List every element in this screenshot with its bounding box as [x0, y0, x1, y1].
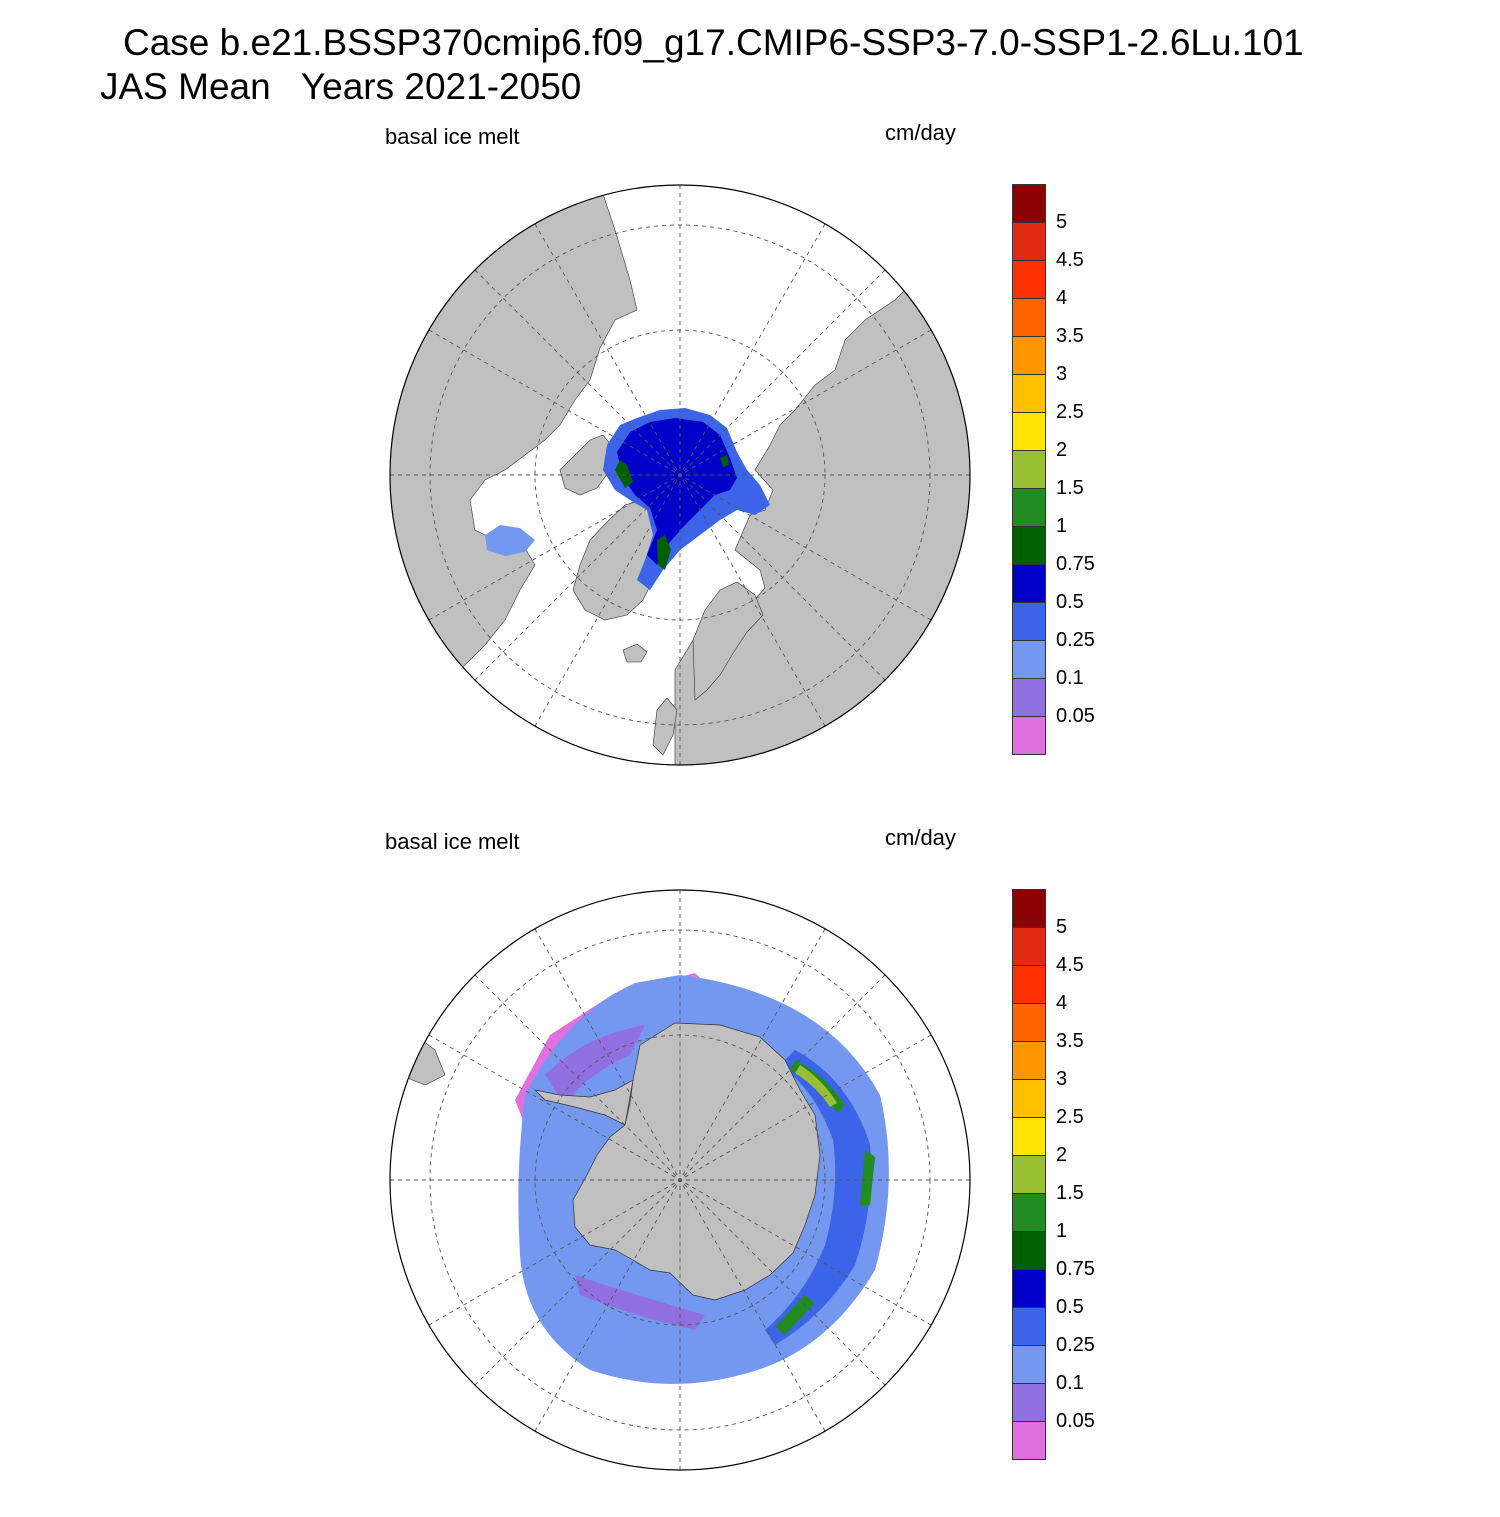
land-antarctic-peninsula	[533, 1079, 634, 1126]
colorbar-tick-label: 4.5	[1056, 954, 1084, 976]
map-border	[389, 184, 971, 766]
colorbar-tick-label: 1	[1056, 515, 1068, 537]
colorbar-swatch	[1012, 602, 1046, 641]
melt-field-hudson-bay	[485, 525, 535, 556]
colorbar-tick-label: 4	[1056, 287, 1068, 309]
colorbar-swatch	[1012, 965, 1046, 1004]
colorbar-tick-label: 0.25	[1056, 629, 1095, 651]
variable-label: basal ice melt	[385, 829, 520, 854]
south-polar-map	[389, 889, 971, 1471]
colorbar-tick-label: 0.5	[1056, 591, 1084, 613]
colorbar-swatch	[1012, 374, 1046, 413]
colorbar-tick-label: 4	[1056, 992, 1068, 1014]
colorbar-swatch	[1012, 260, 1046, 299]
colorbar-tick-label: 3.5	[1056, 325, 1084, 347]
colorbar-swatch	[1012, 1117, 1046, 1156]
colorbar-swatch	[1012, 336, 1046, 375]
colorbar-swatch	[1012, 1041, 1046, 1080]
land-iceland	[622, 643, 648, 663]
colorbar-swatch	[1012, 1421, 1046, 1460]
melt-field-025-band	[765, 1050, 871, 1345]
colorbar-swatch	[1012, 488, 1046, 527]
south-polar-panel: basal ice melt cm/day	[0, 817, 1500, 1517]
colorbar-swatch	[1012, 716, 1046, 755]
title-case-line: Case b.e21.BSSP370cmip6.f09_g17.CMIP6-SS…	[123, 22, 1304, 63]
map-border	[389, 889, 971, 1471]
colorbar-swatch	[1012, 526, 1046, 565]
colorbar-swatch	[1012, 1345, 1046, 1384]
melt-field-075	[615, 455, 729, 570]
colorbar-tick-label: 5	[1056, 916, 1068, 938]
colorbar-tick-label: 0.05	[1056, 705, 1095, 727]
colorbar-tick-label: 3.5	[1056, 1030, 1084, 1052]
colorbar-tick-label: 4.5	[1056, 249, 1084, 271]
colorbar-tick-label: 1.5	[1056, 1182, 1084, 1204]
colorbar-swatch	[1012, 1079, 1046, 1118]
colorbar-tick-label: 2	[1056, 439, 1068, 461]
colorbar-tick-label: 2.5	[1056, 401, 1084, 423]
colorbar-tick-label: 0.1	[1056, 1372, 1084, 1394]
colorbar-tick-label: 1	[1056, 1220, 1068, 1242]
colorbar-tick-label: 0.75	[1056, 553, 1095, 575]
colorbar-tick-label: 0.5	[1056, 1296, 1084, 1318]
colorbar-swatch	[1012, 450, 1046, 489]
units-label: cm/day	[885, 120, 956, 145]
melt-field-050	[617, 418, 737, 565]
colorbar-swatch	[1012, 564, 1046, 603]
colorbar-tick-label: 1.5	[1056, 477, 1084, 499]
colorbar-swatch	[1012, 412, 1046, 451]
land-antarctica	[572, 1022, 821, 1301]
colorbar: 0.05 0.1 0.25 0.5 0.75 1 1.5 2 2.5 3 3.5 4 4.5 5	[1010, 889, 1120, 1464]
colorbar-swatch	[1012, 1155, 1046, 1194]
land-uk	[652, 697, 678, 756]
colorbar-tick-label: 5	[1056, 211, 1068, 233]
melt-field-max	[795, 1065, 837, 1107]
units-label: cm/day	[885, 825, 956, 850]
colorbar-swatch	[1012, 640, 1046, 679]
north-polar-map	[389, 184, 971, 766]
figure-title: Case b.e21.BSSP370cmip6.f09_g17.CMIP6-SS…	[0, 0, 1500, 110]
colorbar-swatch	[1012, 1383, 1046, 1422]
colorbar-tick-label: 0.75	[1056, 1258, 1095, 1280]
variable-label: basal ice melt	[385, 124, 520, 149]
colorbar-swatch	[1012, 927, 1046, 966]
colorbar-tick-label: 3	[1056, 1068, 1068, 1090]
colorbar-swatch	[1012, 184, 1046, 223]
colorbar: 0.05 0.1 0.25 0.5 0.75 1 1.5 2 2.5 3 3.5 4 4.5 5	[1010, 184, 1120, 759]
colorbar-swatch	[1012, 222, 1046, 261]
colorbar-tick-label: 0.1	[1056, 667, 1084, 689]
colorbar-swatch	[1012, 678, 1046, 717]
graticule	[390, 185, 970, 765]
north-polar-panel: basal ice melt cm/day	[0, 112, 1500, 812]
colorbar-tick-label: 0.05	[1056, 1410, 1095, 1432]
title-period-line: JAS Mean Years 2021-2050	[100, 66, 582, 107]
land-scandinavia	[692, 581, 764, 701]
colorbar-swatch	[1012, 1003, 1046, 1042]
colorbar-swatch	[1012, 1307, 1046, 1346]
colorbar-swatch	[1012, 1193, 1046, 1232]
colorbar-swatch	[1012, 1269, 1046, 1308]
colorbar-swatch	[1012, 1231, 1046, 1270]
colorbar-tick-label: 2.5	[1056, 1106, 1084, 1128]
colorbar-tick-label: 0.25	[1056, 1334, 1095, 1356]
colorbar-swatch	[1012, 889, 1046, 928]
colorbar-tick-label: 3	[1056, 363, 1068, 385]
colorbar-tick-label: 2	[1056, 1144, 1068, 1166]
colorbar-swatch	[1012, 298, 1046, 337]
graticule	[390, 890, 970, 1470]
